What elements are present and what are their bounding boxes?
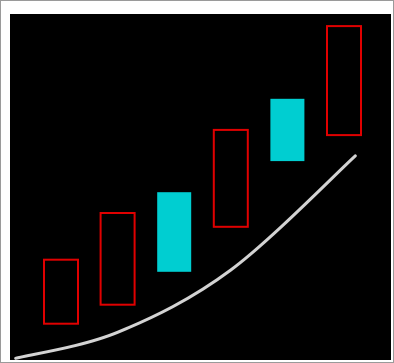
candlestick-chart: [14, 25, 362, 360]
candle-2-bearish: [99, 212, 136, 306]
candle-6-bearish: [326, 25, 362, 137]
candle-layer: [43, 25, 362, 325]
trend-layer: [14, 154, 357, 360]
plot-area: [10, 14, 391, 360]
candle-3-bullish: [157, 192, 192, 272]
candle-4-bearish: [212, 128, 249, 228]
candle-1-bearish: [43, 258, 79, 325]
candle-5-bullish: [270, 98, 305, 162]
trend-curve: [14, 154, 357, 360]
